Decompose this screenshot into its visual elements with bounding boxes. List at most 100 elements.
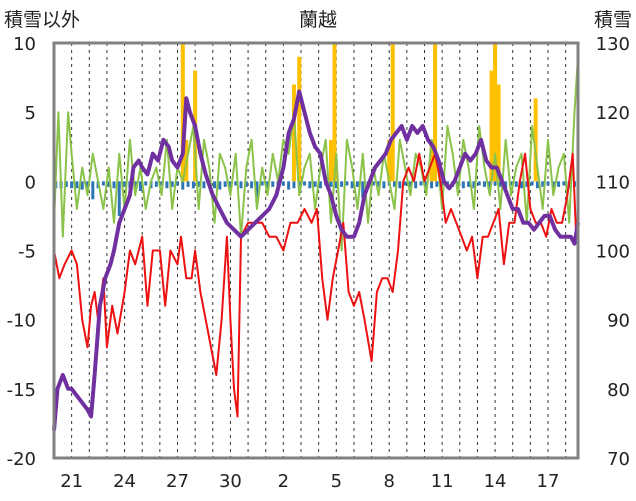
snow_change-bar: [165, 181, 169, 189]
snow_change-bar: [91, 181, 95, 200]
snow_change-bar: [271, 181, 275, 187]
snow_change-bar: [186, 181, 190, 187]
x-tick-label: 27: [166, 471, 189, 492]
snow_change-bar: [562, 181, 566, 186]
x-tick-label: 30: [219, 471, 242, 492]
snow_change-bar: [408, 181, 412, 187]
left-tick-label: -20: [7, 449, 36, 470]
snow_change-bar: [403, 181, 407, 186]
snow_change-bar: [371, 181, 375, 186]
snow_change-bar: [472, 181, 476, 189]
snow_change-bar: [509, 181, 513, 186]
snow_change-bar: [377, 181, 381, 187]
snow_change-bar: [398, 181, 402, 189]
snow_change-bar: [170, 181, 174, 187]
snow_change-bar: [101, 181, 105, 186]
snow_change-bar: [197, 181, 201, 187]
snow_change-bar: [504, 181, 508, 189]
snow_change-bar: [308, 181, 312, 189]
snow_change-bar: [414, 181, 418, 189]
snow_change-bar: [265, 181, 269, 189]
snow_change-bar: [292, 181, 296, 189]
x-tick-label: 5: [331, 471, 342, 492]
snow_change-bar: [535, 181, 539, 189]
snow_change-bar: [477, 181, 481, 186]
x-tick-label: 17: [537, 471, 560, 492]
snow_change-bar: [250, 181, 254, 189]
temperature-line: [53, 152, 578, 418]
left-tick-label: 5: [25, 103, 36, 124]
right-axis-label: 積雪: [594, 9, 632, 31]
snow_change-bar: [234, 181, 238, 186]
snow_change-bar: [350, 181, 354, 189]
snow_change-bar: [488, 181, 492, 189]
precip-bar: [433, 43, 438, 182]
snow_change-bar: [520, 181, 524, 189]
snow_change-bar: [424, 181, 428, 187]
snow_change-bar: [318, 181, 322, 189]
right-tick-label: 110: [596, 172, 630, 193]
left-tick-label: -10: [7, 311, 36, 332]
snow_change-bar: [557, 181, 561, 187]
x-tick-label: 21: [60, 471, 83, 492]
snow_change-bar: [244, 181, 248, 187]
snow_change-bar: [86, 181, 90, 189]
snow_change-bar: [239, 181, 243, 189]
snow_change-bar: [176, 181, 180, 186]
snow_change-bar: [361, 181, 365, 198]
snow_change-bar: [202, 181, 206, 189]
right-tick-label: 120: [596, 103, 630, 124]
precip-bar: [297, 56, 302, 182]
tick-labels: 10 5 0 -5 -10 -15 -20 130 120 110 100 90 80 70 21 24 27 3…: [7, 34, 630, 492]
line-series: [52, 56, 580, 431]
snow_change-bar: [255, 181, 259, 203]
snow_change-bar: [191, 181, 195, 189]
snow_change-bar: [467, 181, 471, 187]
snow_change-bar: [117, 181, 121, 216]
snow_change-bar: [112, 181, 116, 189]
right-tick-label: 130: [596, 34, 630, 55]
left-tick-label: 10: [13, 34, 36, 55]
right-tick-label: 70: [607, 449, 630, 470]
snow_change-bar: [456, 181, 460, 186]
left-tick-label: 0: [25, 172, 36, 193]
snow_depth-line: [52, 89, 580, 431]
snow_change-bar: [213, 181, 217, 189]
snow_change-bar: [419, 181, 423, 186]
precip-bar: [180, 43, 185, 182]
snow_change-bar: [430, 181, 434, 189]
snow_change-bar: [382, 181, 386, 189]
x-tick-label: 11: [431, 471, 454, 492]
snow_change-bar: [181, 181, 185, 190]
snow_change-bar: [70, 181, 74, 189]
right-tick-label: 80: [607, 380, 630, 401]
precip-bar: [332, 43, 337, 182]
precip-bar: [291, 84, 296, 182]
chart-title: 蘭越: [299, 9, 337, 31]
snow_change-bar: [435, 181, 439, 187]
left-axis-label: 積雪以外: [4, 9, 80, 31]
snow_change-bar: [75, 181, 79, 189]
left-tick-label: -5: [18, 242, 36, 263]
snow_change-bar: [541, 181, 545, 187]
snow_change-bar: [287, 181, 291, 190]
left-tick-label: -15: [7, 380, 36, 401]
snow_change-bar: [482, 181, 486, 187]
wind-line: [53, 56, 579, 252]
snow_change-bar: [228, 181, 232, 189]
snow_change-bar: [340, 181, 344, 187]
precip-bar: [493, 43, 498, 182]
snow_change-bar: [329, 181, 333, 187]
precip-bar: [328, 139, 333, 182]
snow_change-bar: [64, 181, 68, 187]
snow_change-bar: [355, 181, 359, 187]
precip-bar: [533, 98, 538, 182]
precip-bar: [390, 43, 395, 182]
snow_change-bar: [303, 181, 307, 186]
precip-bar: [387, 139, 392, 182]
precip-bar: [496, 84, 501, 182]
snow_change-bar: [260, 181, 264, 186]
x-tick-label: 8: [383, 471, 394, 492]
snow_change-bar: [123, 181, 127, 187]
